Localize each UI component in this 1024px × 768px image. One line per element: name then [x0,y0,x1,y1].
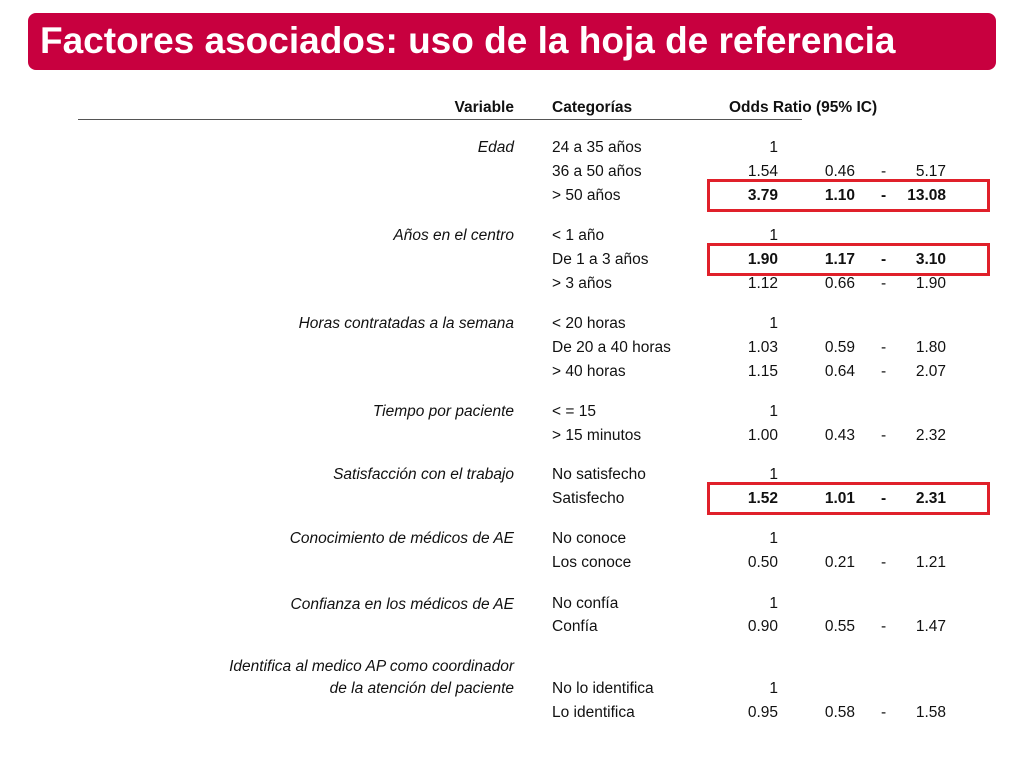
variable-label: Confianza en los médicos de AE [290,596,514,613]
variable-label: Satisfacción con el trabajo [333,466,514,483]
ci-upper-cell: 3.10 [915,251,946,268]
odds-ratio-cell: 0.95 [747,704,778,721]
category-cell: Lo identifica [552,704,635,721]
variable-label: Identifica al medico AP como coordinador [229,658,514,675]
ci-separator: - [881,554,887,571]
variable-label: Conocimiento de médicos de AE [289,530,514,547]
variable-label: Horas contratadas a la semana [298,315,514,332]
category-cell: < 1 año [552,227,605,244]
category-cell: > 15 minutos [552,427,642,444]
ci-lower-cell: 1.10 [824,187,855,204]
category-cell: No satisfecho [552,466,646,483]
category-cell: > 50 años [552,187,621,204]
ci-separator: - [881,704,887,721]
ci-upper-cell: 1.80 [915,339,946,356]
category-cell: Satisfecho [552,490,625,507]
ci-upper-cell: 1.58 [915,704,946,721]
ci-separator: - [881,618,887,635]
odds-ratio-cell: 1 [769,595,778,612]
ci-upper-cell: 2.07 [915,363,946,380]
header-variable: Variable [454,99,514,116]
ci-separator: - [881,275,887,292]
highlight-box [707,179,990,212]
highlight-box [707,243,990,276]
odds-ratio-cell: 3.79 [747,187,778,204]
category-cell: No confía [552,595,619,612]
category-cell: < = 15 [552,403,596,420]
category-cell: Confía [552,618,598,635]
odds-ratio-cell: 1 [769,227,778,244]
odds-ratio-cell: 0.50 [747,554,778,571]
ci-separator: - [881,363,887,380]
category-cell: No conoce [552,530,627,547]
odds-ratio-cell: 1 [769,680,778,697]
highlight-box [707,482,990,515]
variable-label: Tiempo por paciente [372,403,514,420]
ci-separator: - [881,427,887,444]
header-categorias: Categorías [552,99,633,116]
odds-ratio-cell: 1 [769,466,778,483]
ci-lower-cell: 0.46 [824,163,855,180]
ci-separator: - [881,490,887,507]
odds-ratio-cell: 1.15 [747,363,778,380]
category-cell: > 3 años [552,275,612,292]
ci-upper-cell: 2.32 [915,427,946,444]
category-cell: > 40 horas [552,363,626,380]
ci-lower-cell: 0.43 [824,427,855,444]
variable-label-line2: de la atención del paciente [329,680,514,697]
page-title: Factores asociados: uso de la hoja de re… [40,20,896,61]
ci-lower-cell: 0.66 [824,275,855,292]
variable-label: Años en el centro [393,227,514,244]
category-cell: No lo identifica [552,680,654,697]
odds-ratio-cell: 1 [769,403,778,420]
header-odds-ratio: Odds Ratio (95% IC) [729,99,878,116]
ci-upper-cell: 5.17 [915,163,946,180]
ci-lower-cell: 0.64 [824,363,855,380]
ci-lower-cell: 0.58 [824,704,855,721]
odds-ratio-cell: 1.00 [747,427,778,444]
ci-separator: - [881,163,887,180]
odds-ratio-cell: 0.90 [747,618,778,635]
odds-ratio-cell: 1.12 [747,275,778,292]
ci-lower-cell: 0.59 [824,339,855,356]
odds-ratio-cell: 1.54 [747,163,778,180]
odds-ratio-cell: 1.90 [747,251,778,268]
odds-ratio-cell: 1.52 [747,490,778,507]
ci-lower-cell: 1.01 [824,490,855,507]
category-cell: De 20 a 40 horas [552,339,671,356]
category-cell: 24 a 35 años [552,139,642,156]
odds-ratio-cell: 1 [769,315,778,332]
ci-lower-cell: 1.17 [824,251,855,268]
odds-ratio-cell: 1 [769,139,778,156]
ci-lower-cell: 0.21 [824,554,855,571]
category-cell: Los conoce [552,554,632,571]
category-cell: < 20 horas [552,315,626,332]
odds-ratio-cell: 1.03 [747,339,778,356]
variable-label: Edad [477,139,514,156]
ci-separator: - [881,339,887,356]
ci-upper-cell: 1.47 [915,618,946,635]
title-bar: Factores asociados: uso de la hoja de re… [28,13,996,70]
ci-separator: - [881,187,887,204]
ci-upper-cell: 1.21 [915,554,946,571]
category-cell: De 1 a 3 años [552,251,649,268]
ci-upper-cell: 2.31 [915,490,946,507]
ci-lower-cell: 0.55 [824,618,855,635]
ci-upper-cell: 1.90 [915,275,946,292]
category-cell: 36 a 50 años [552,163,642,180]
ci-upper-cell: 13.08 [907,187,946,204]
odds-ratio-cell: 1 [769,530,778,547]
header-divider [78,119,802,120]
ci-separator: - [881,251,887,268]
